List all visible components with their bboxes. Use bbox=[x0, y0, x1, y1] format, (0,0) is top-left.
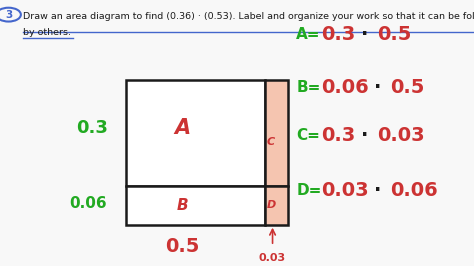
Text: 0.5: 0.5 bbox=[165, 236, 200, 256]
Text: 0.3: 0.3 bbox=[76, 119, 109, 137]
Bar bbox=[265, 186, 288, 225]
Bar bbox=[126, 186, 265, 225]
Text: 0.06: 0.06 bbox=[321, 78, 369, 97]
Text: 0.5: 0.5 bbox=[377, 25, 412, 44]
Text: by others.: by others. bbox=[23, 28, 71, 37]
Text: 0.03: 0.03 bbox=[321, 181, 368, 200]
Text: ·: · bbox=[361, 126, 368, 145]
Text: A: A bbox=[174, 118, 191, 138]
Text: Draw an area diagram to find (0.36) · (0.53). Label and organize your work so th: Draw an area diagram to find (0.36) · (0… bbox=[23, 12, 474, 21]
Text: 0.5: 0.5 bbox=[391, 78, 425, 97]
Text: 0.06: 0.06 bbox=[69, 196, 107, 211]
Text: D=: D= bbox=[296, 183, 322, 198]
Bar bbox=[265, 80, 288, 186]
Text: 0.3: 0.3 bbox=[321, 25, 355, 44]
Bar bbox=[126, 80, 265, 186]
Text: ·: · bbox=[374, 78, 382, 97]
Text: ·: · bbox=[361, 25, 368, 44]
Text: C=: C= bbox=[296, 128, 320, 143]
Text: B=: B= bbox=[296, 80, 320, 95]
Text: C: C bbox=[267, 137, 275, 147]
Text: 0.03: 0.03 bbox=[377, 126, 425, 145]
Text: 0.03: 0.03 bbox=[259, 253, 286, 263]
Text: 0.3: 0.3 bbox=[321, 126, 355, 145]
Text: 3: 3 bbox=[5, 10, 12, 20]
Text: ·: · bbox=[374, 181, 382, 200]
Text: 0.06: 0.06 bbox=[391, 181, 438, 200]
Text: D: D bbox=[266, 200, 276, 210]
Text: B: B bbox=[177, 198, 188, 213]
Text: A=: A= bbox=[296, 27, 321, 42]
